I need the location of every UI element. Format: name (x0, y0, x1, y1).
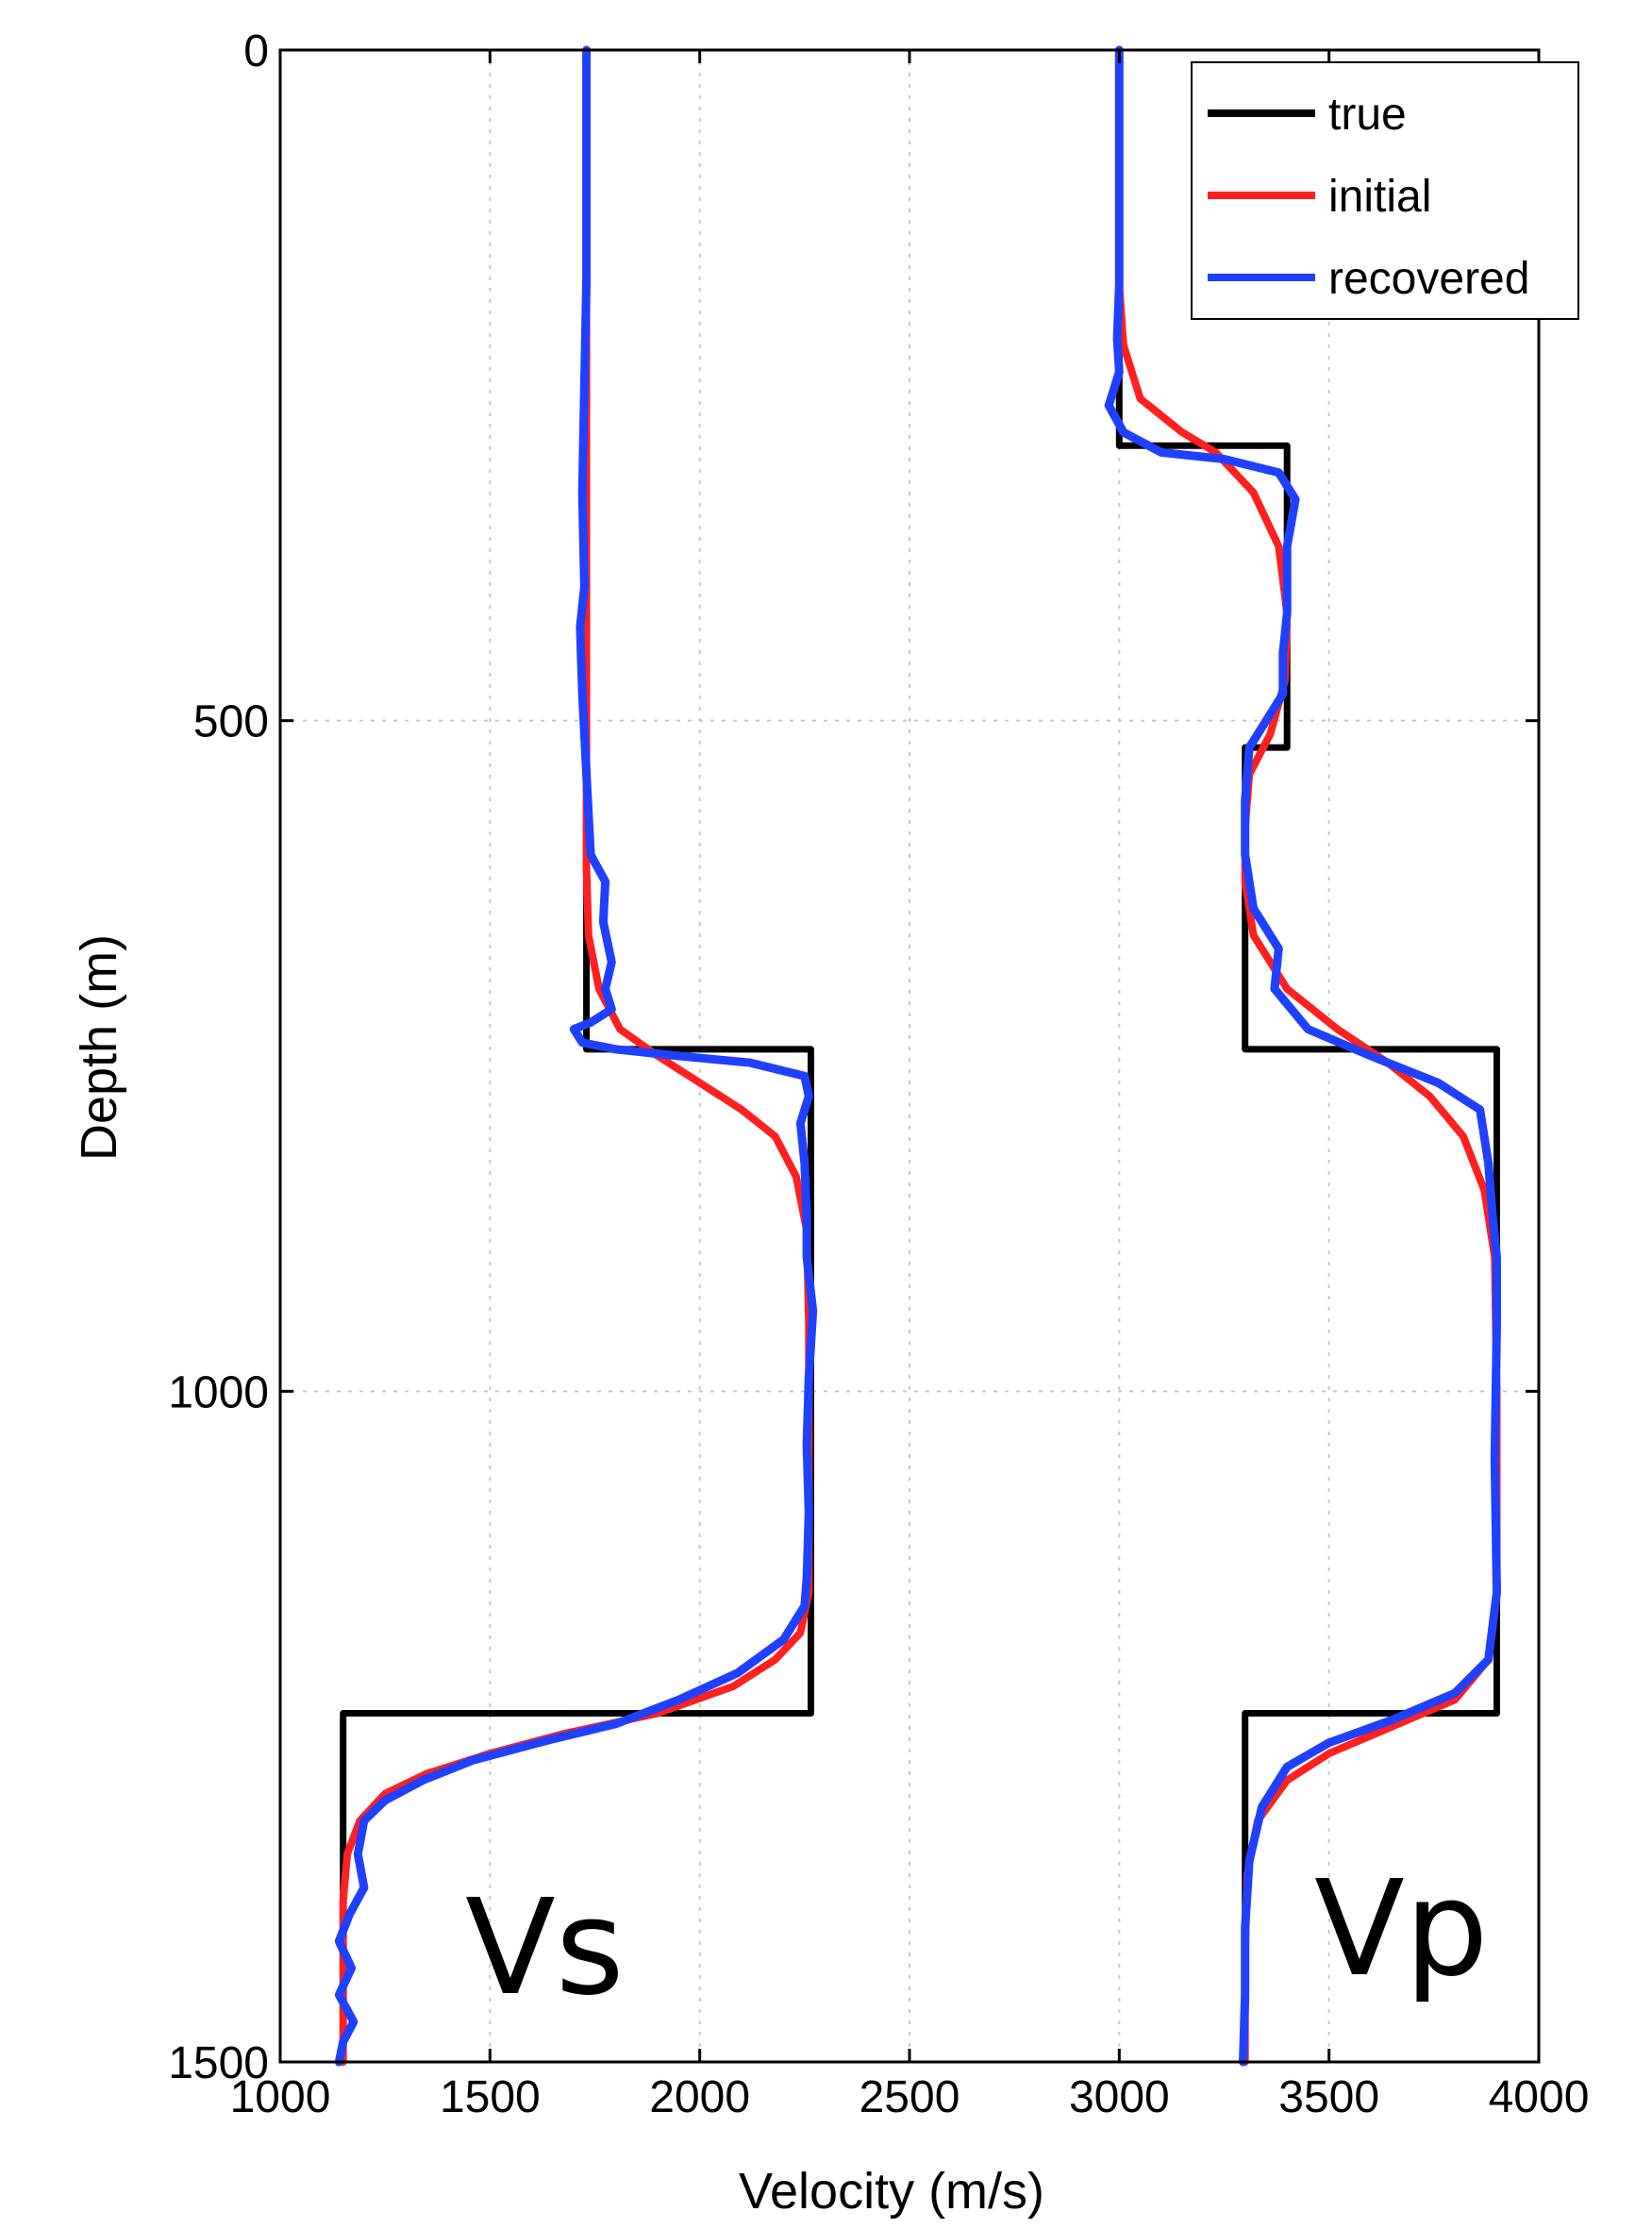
grid (280, 50, 1539, 2062)
series-layer (334, 45, 1501, 2067)
y-tick-label: 500 (193, 697, 269, 747)
x-tick-label: 2000 (649, 2072, 750, 2122)
y-axis-title: Depth (m) (71, 934, 127, 1161)
annotation-vp: Vp (1314, 1852, 1489, 2006)
legend: true initial recovered (1191, 61, 1579, 320)
x-tick-label: 2500 (859, 2072, 960, 2122)
y-tick-label: 1500 (168, 2038, 269, 2088)
x-tick-label: 1000 (230, 2072, 331, 2122)
x-tick-label: 3500 (1278, 2072, 1379, 2122)
y-tick-label: 0 (243, 26, 269, 76)
x-axis-title: Velocity (m/s) (739, 2163, 1044, 2220)
legend-label-recovered: recovered (1328, 254, 1529, 304)
x-tick-label: 3000 (1069, 2072, 1170, 2122)
series-initial-vp-line (1115, 280, 1501, 2066)
series-recovered-vs-line (334, 45, 818, 2067)
y-tick-label: 1000 (168, 1367, 269, 1417)
legend-label-true: true (1328, 90, 1407, 140)
series-recovered-vp-line (1104, 45, 1501, 2067)
annotation-vs: Vs (465, 1871, 625, 2025)
x-tick-label: 4000 (1489, 2072, 1590, 2122)
x-tick-label: 1500 (440, 2072, 541, 2122)
legend-label-initial: initial (1328, 172, 1431, 222)
